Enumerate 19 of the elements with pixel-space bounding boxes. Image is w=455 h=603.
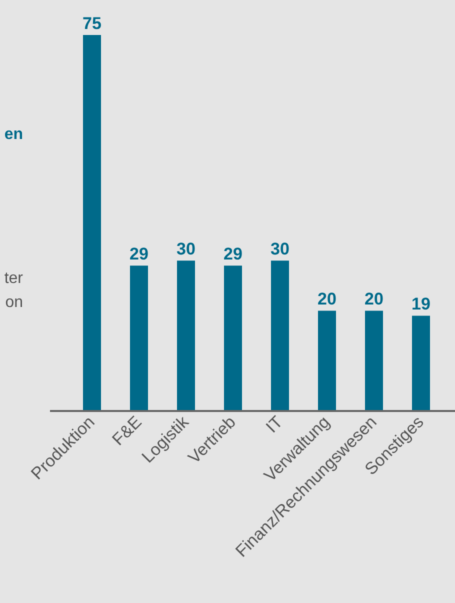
- text: ter: [4, 270, 24, 287]
- data-label: 20: [318, 290, 336, 309]
- text: en: [4, 126, 23, 143]
- bar: [83, 35, 101, 411]
- data-label: 75: [82, 14, 102, 33]
- data-label: 29: [224, 244, 242, 264]
- text: on: [5, 294, 23, 311]
- bar: [318, 310, 336, 411]
- bar: [412, 316, 430, 411]
- bar: [224, 266, 242, 411]
- data-label: 30: [176, 240, 196, 259]
- bar: [130, 266, 148, 411]
- bar: [177, 260, 195, 411]
- bar: [365, 310, 383, 411]
- bar: [271, 260, 289, 411]
- data-label: 19: [412, 294, 430, 314]
- data-label: 29: [130, 244, 148, 264]
- data-label: 30: [270, 240, 290, 259]
- data-label: 20: [364, 290, 384, 309]
